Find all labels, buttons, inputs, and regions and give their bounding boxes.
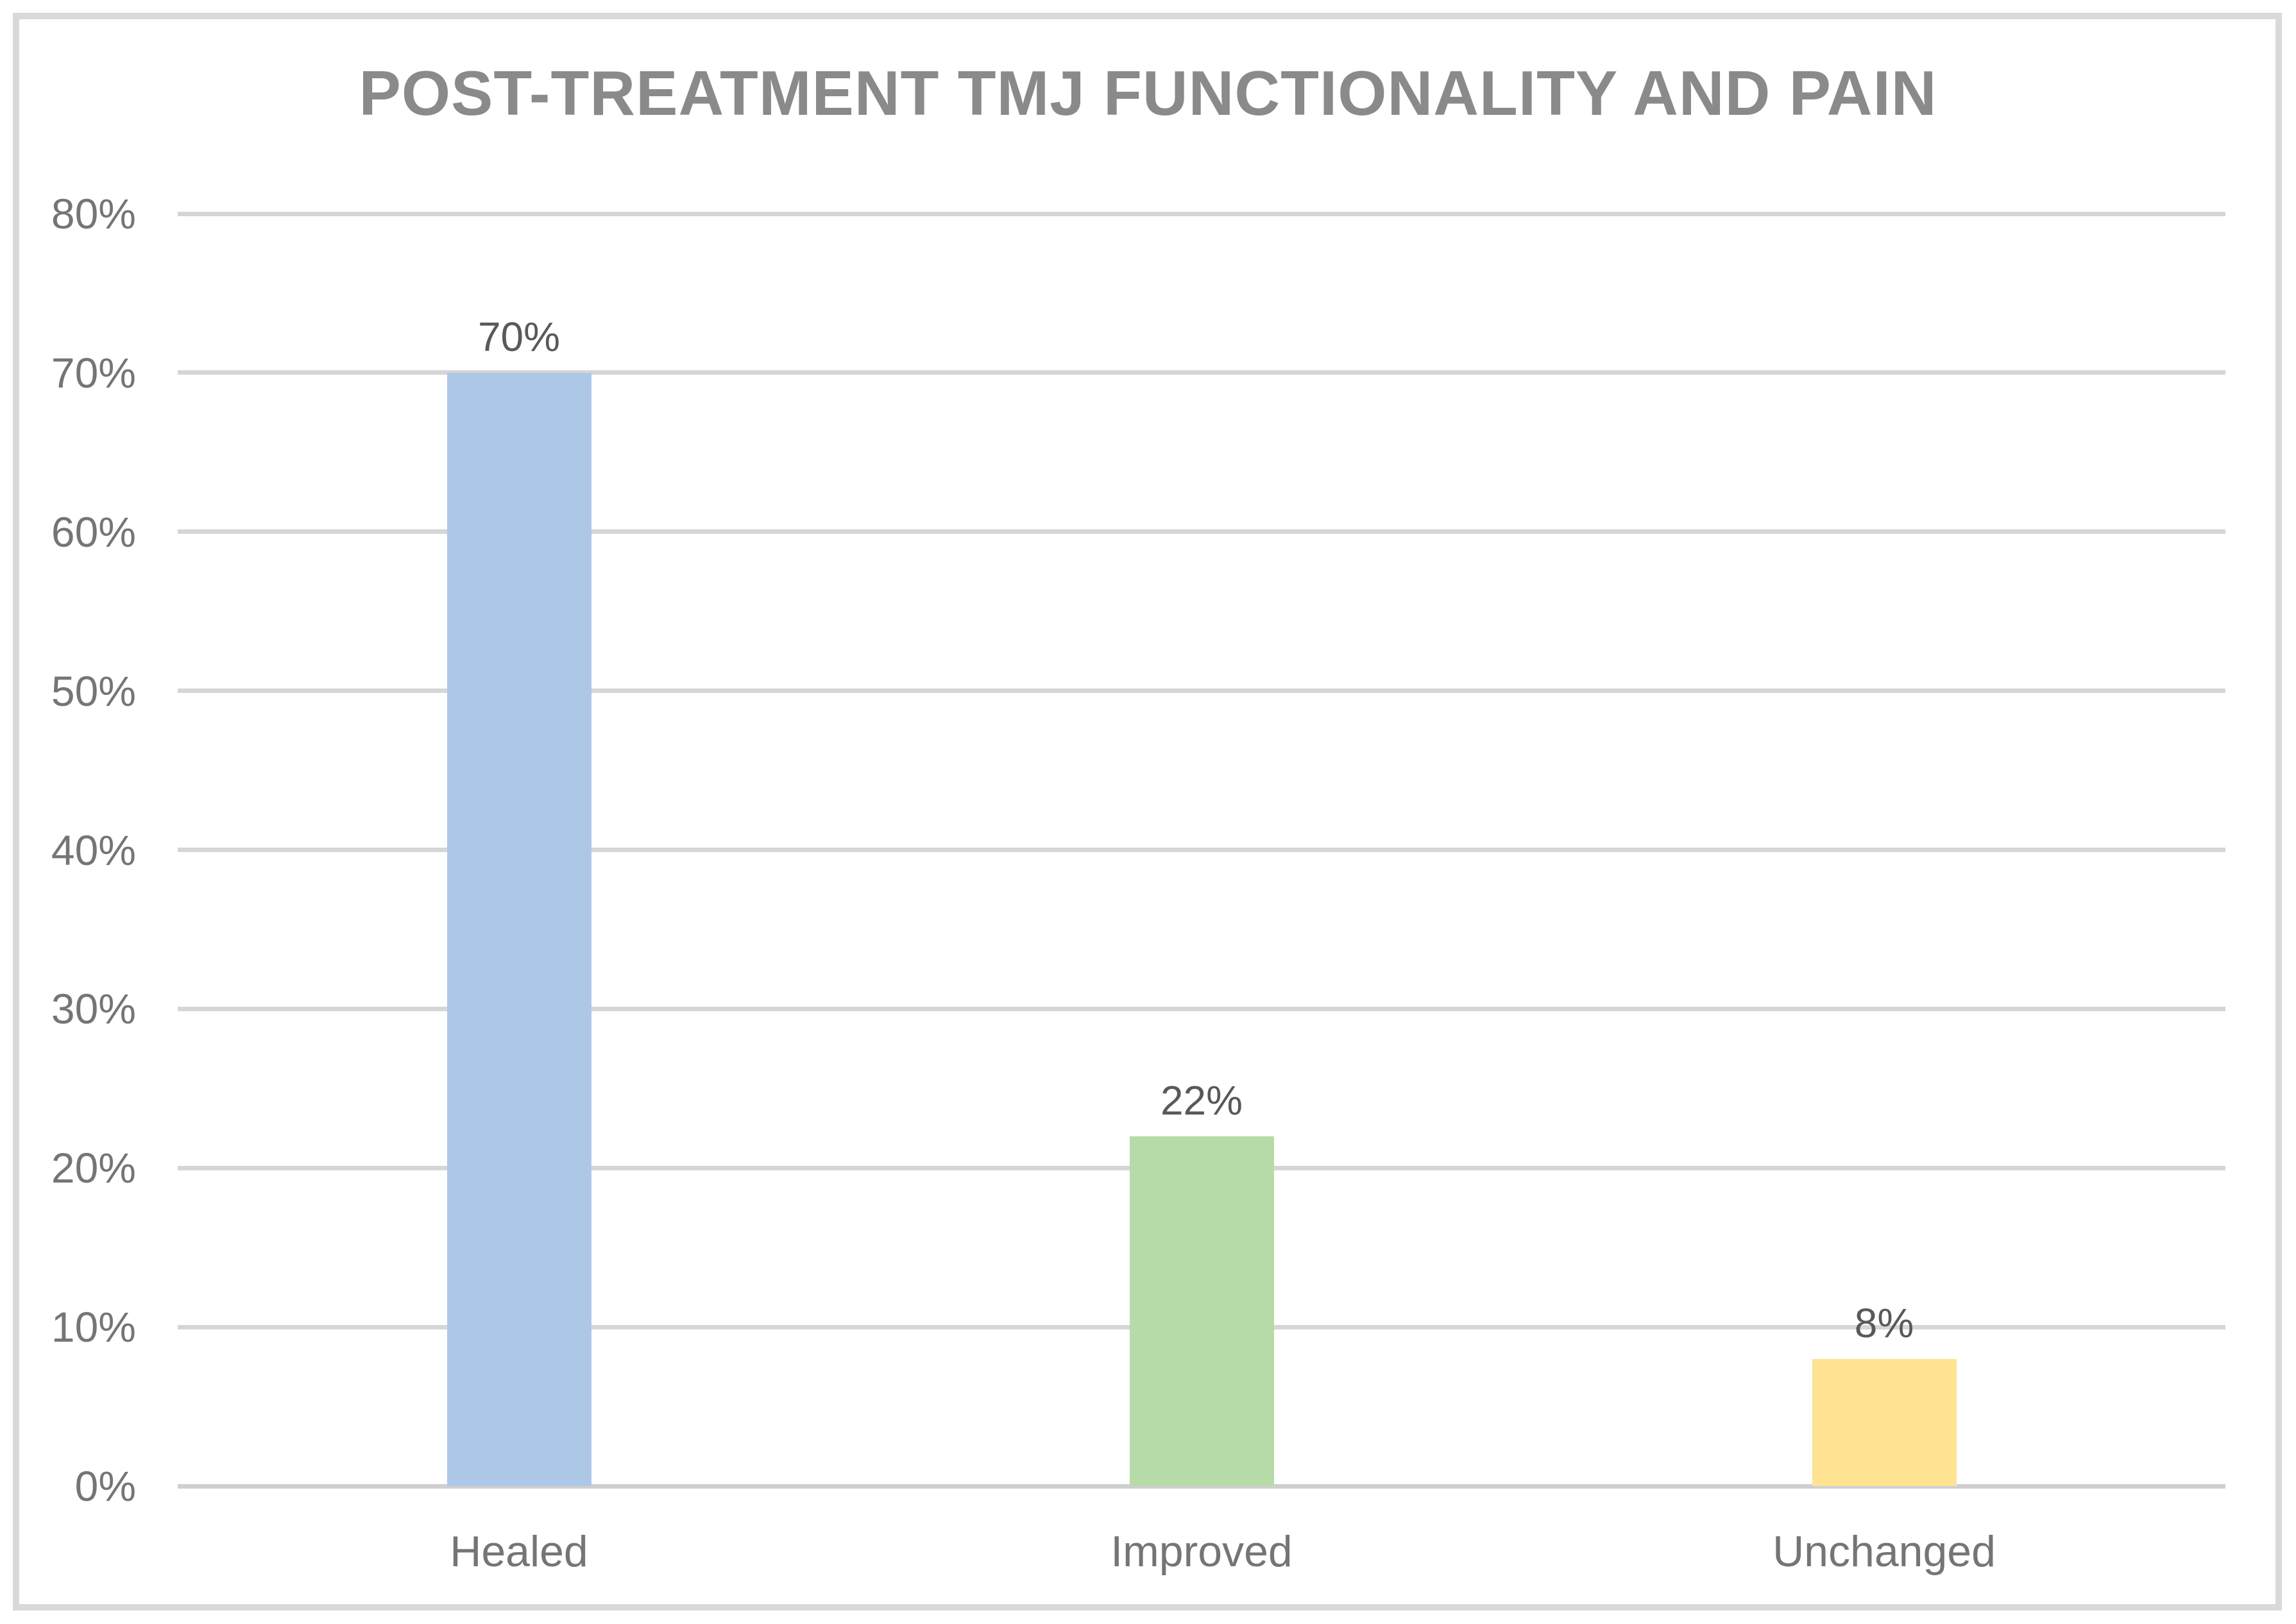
y-axis-tick-label: 10%: [51, 1303, 136, 1351]
gridline: [178, 1006, 2225, 1011]
bar-improved: [1129, 1136, 1274, 1486]
bar-unchanged: [1812, 1358, 1957, 1486]
y-axis-tick-label: 40%: [51, 826, 136, 874]
gridline: [178, 370, 2225, 375]
y-axis-tick-label: 70%: [51, 348, 136, 397]
gridline: [178, 211, 2225, 216]
y-axis-tick-label: 60%: [51, 508, 136, 556]
y-axis-tick-label: 0%: [74, 1462, 136, 1510]
gridline: [178, 688, 2225, 694]
bar-value-label: 22%: [1160, 1077, 1243, 1124]
gridline: [178, 529, 2225, 534]
y-axis-tick-label: 50%: [51, 667, 136, 715]
bar-value-label: 70%: [477, 313, 561, 360]
plot-area: 70% 22% 8%: [178, 211, 2225, 1489]
x-category-label: Healed: [450, 1527, 588, 1576]
x-category-label: Unchanged: [1773, 1527, 1996, 1576]
chart-title: POST-TREATMENT TMJ FUNCTIONALITY AND PAI…: [359, 58, 1937, 128]
bar-value-label: 8%: [1854, 1299, 1914, 1346]
x-category-label: Improved: [1110, 1527, 1293, 1576]
bar-healed: [446, 372, 591, 1486]
y-axis-tick-label: 30%: [51, 985, 136, 1033]
gridline: [178, 848, 2225, 852]
x-axis-baseline: [178, 1483, 2225, 1489]
y-axis-tick-label: 80%: [51, 190, 136, 237]
y-axis-tick-label: 20%: [51, 1144, 136, 1192]
